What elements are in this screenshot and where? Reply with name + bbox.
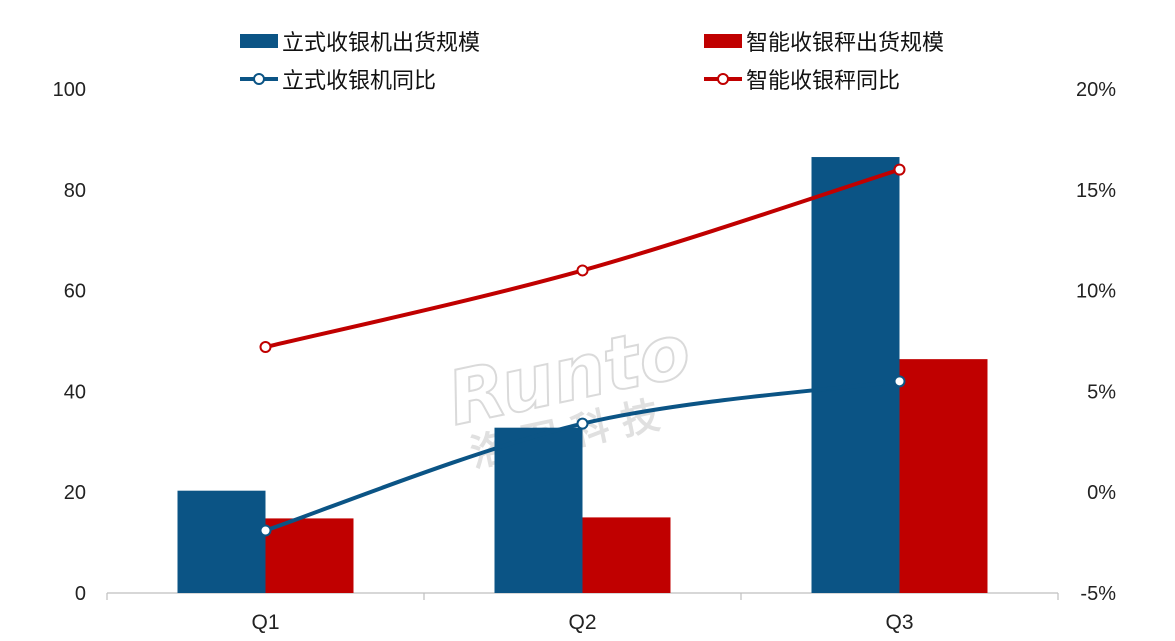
line-2-point xyxy=(259,341,272,354)
y-right-tick-label: 20% xyxy=(1076,79,1116,101)
y-left-tick-label: 100 xyxy=(53,79,86,101)
line-2-path xyxy=(263,167,902,350)
line-2-point xyxy=(893,163,906,176)
bar-1 xyxy=(811,157,900,594)
y-left-tick-label: 0 xyxy=(75,583,86,605)
bar-series xyxy=(177,157,988,594)
legend-label: 立式收银机出货规模 xyxy=(282,31,480,56)
legend-marker xyxy=(717,73,729,85)
y-right-tick-label: 10% xyxy=(1076,281,1116,303)
y-left-tick-label: 80 xyxy=(64,180,86,202)
bar-2 xyxy=(582,517,671,593)
x-tick-label: Q3 xyxy=(885,611,913,634)
bar-2 xyxy=(265,518,354,593)
line-1-point xyxy=(259,524,272,537)
legend-label: 智能收银秤出货规模 xyxy=(746,31,944,56)
legend-swatch xyxy=(704,34,742,48)
bar-2 xyxy=(899,359,988,593)
legend-item: 智能收银秤出货规模 xyxy=(704,31,944,56)
legend-label: 立式收银机同比 xyxy=(282,69,436,94)
bar-1 xyxy=(177,490,266,593)
y-right-tick-label: 15% xyxy=(1076,180,1116,202)
legend-item: 智能收银秤同比 xyxy=(704,69,900,94)
y-left-tick-label: 40 xyxy=(64,381,86,403)
legend-label: 智能收银秤同比 xyxy=(746,69,900,94)
legend-swatch xyxy=(240,34,278,48)
line-series xyxy=(259,163,906,537)
y-left-tick-label: 60 xyxy=(64,281,86,303)
line-1-point xyxy=(893,375,906,388)
x-tick-label: Q1 xyxy=(251,611,279,634)
legend-marker xyxy=(253,73,265,85)
line-1-point xyxy=(576,417,589,430)
x-tick-label: Q2 xyxy=(568,611,596,634)
legend-item: 立式收银机出货规模 xyxy=(240,31,480,56)
axes: Q1 Q2 Q3 0 20 40 60 80 100 -5% 0% 5% 10% 15% 20% xyxy=(53,79,1117,634)
bar-1 xyxy=(494,427,583,593)
line-2-point xyxy=(576,264,589,277)
y-right-tick-label: -5% xyxy=(1080,583,1116,605)
y-right-tick-label: 5% xyxy=(1087,381,1116,403)
y-right-tick-label: 0% xyxy=(1087,482,1116,504)
legend-item: 立式收银机同比 xyxy=(240,69,436,94)
y-left-tick-label: 20 xyxy=(64,482,86,504)
